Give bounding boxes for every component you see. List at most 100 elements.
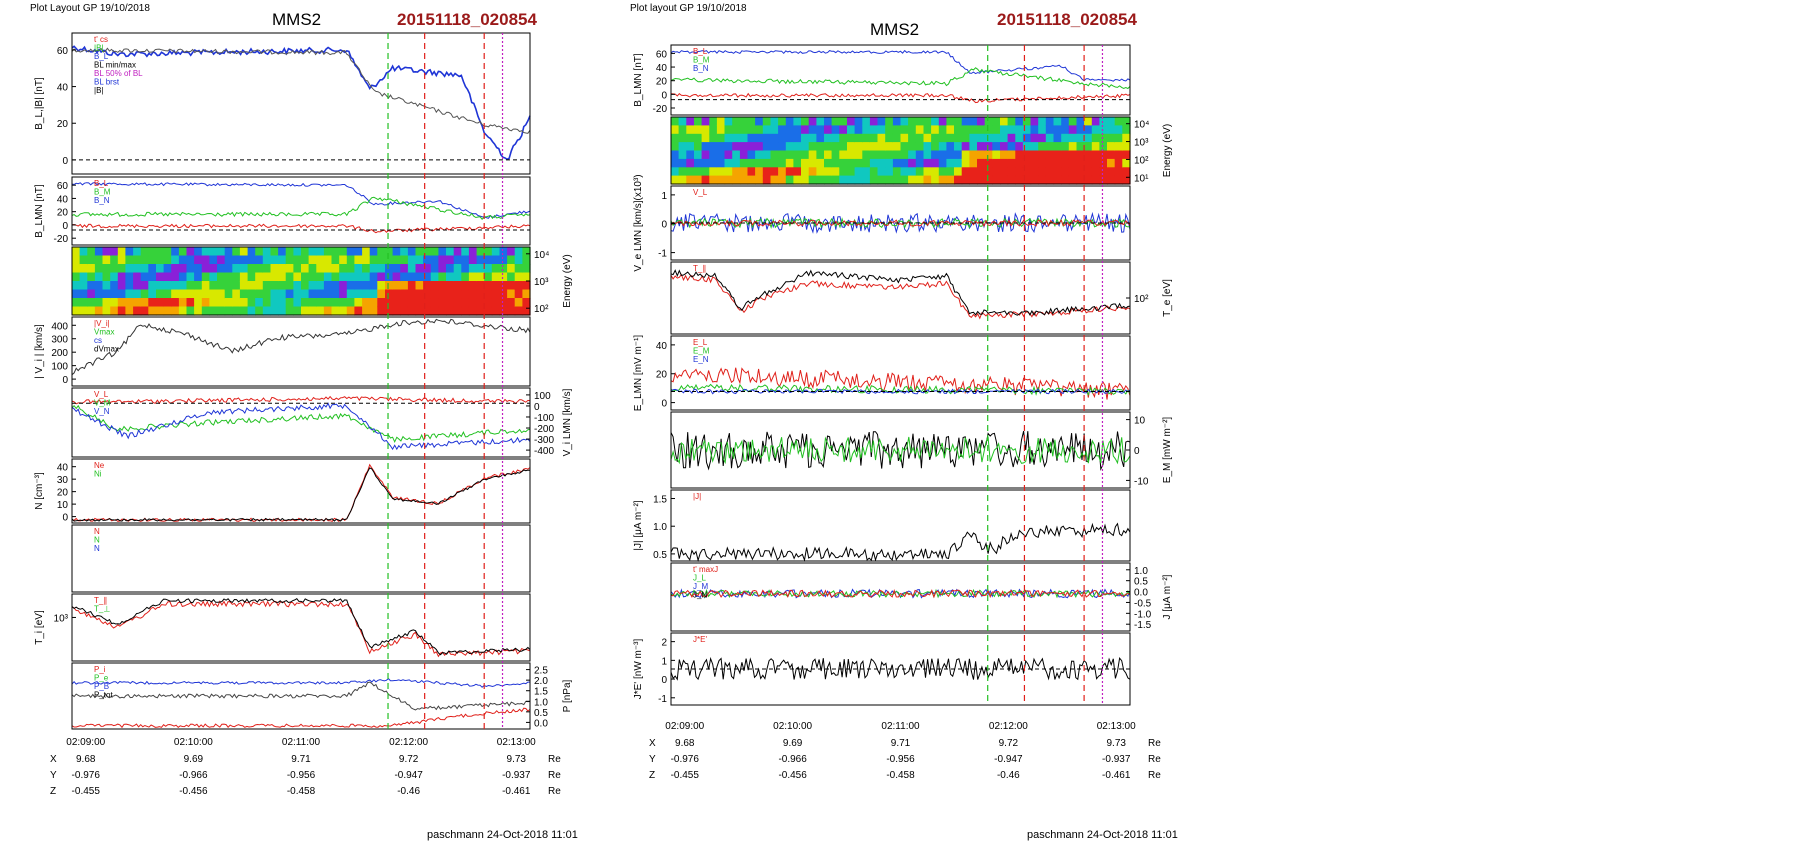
right-legend-6-0: |J| (693, 492, 701, 501)
spectrogram-cell (694, 158, 703, 168)
spectrogram-cell (1091, 117, 1101, 126)
spectrogram-cell (499, 306, 508, 316)
right-panel-6: 1.5 1.0 0.5 |J| [μA m⁻²] |J| (633, 489, 1131, 563)
spectrogram-cell (785, 158, 795, 168)
spectrogram-cell (438, 306, 447, 316)
spectrogram-cell (346, 247, 355, 257)
left-panel-frame-5 (71, 458, 531, 524)
spectrogram-cell (900, 142, 909, 152)
spectrogram-cell (1091, 142, 1101, 152)
spectrogram-cell (178, 281, 188, 291)
spectrogram-cell (499, 255, 508, 265)
spectrogram-cell (954, 117, 963, 126)
spectrogram-cell (385, 298, 394, 308)
spectrogram-cell (239, 306, 249, 316)
spectrogram-cell (178, 289, 188, 299)
right-tick-right: -10 (1134, 476, 1149, 487)
left-spacecraft-title: MMS2 (272, 10, 321, 29)
spectrogram-cell (716, 175, 726, 185)
right-pos-value: -0.458 (886, 770, 915, 781)
spectrogram-cell (892, 158, 902, 168)
right-tick-right: 10⁴ (1134, 120, 1149, 131)
spectrogram-cell (961, 175, 970, 185)
right-legend-0-0: B_L (693, 47, 708, 56)
spectrogram-cell (369, 281, 378, 291)
spectrogram-cell (446, 247, 455, 257)
spectrogram-cell (224, 281, 233, 291)
right-time-tick: 02:09:00 (665, 721, 704, 732)
spectrogram-cell (762, 175, 772, 185)
spectrogram-cell (671, 150, 680, 160)
spectrogram-cell (293, 298, 302, 308)
spectrogram-cell (209, 264, 218, 274)
spectrogram-cell (407, 272, 417, 282)
spectrogram-cell (938, 158, 948, 168)
spectrogram-cell (156, 298, 165, 308)
spectrogram-cell (140, 255, 149, 265)
spectrogram-cell (522, 289, 531, 299)
spectrogram-cell (407, 289, 417, 299)
spectrogram-cell (369, 255, 378, 265)
spectrogram-cell (1114, 175, 1123, 185)
right-panel-0: 60 40 20 0 -20 B_LMN [nT] B_LB_MB_N (633, 44, 1131, 116)
spectrogram-cell (724, 158, 733, 168)
left-ylabel-8: P [nPa] (562, 679, 573, 712)
left-series-8-2 (71, 707, 531, 729)
left-legend-4-2: V_N (94, 407, 110, 416)
right-tick-left: 40 (656, 63, 668, 74)
spectrogram-cell (908, 142, 917, 152)
spectrogram-cell (839, 133, 848, 143)
spectrogram-cell (468, 306, 478, 316)
spectrogram-cell (1076, 167, 1085, 177)
spectrogram-cell (499, 281, 508, 291)
left-tick-left: 40 (57, 194, 69, 205)
spectrogram-cell (923, 175, 932, 185)
right-pos-value: 9.72 (999, 738, 1019, 749)
spectrogram-cell (102, 272, 111, 282)
spectrogram-cell (79, 264, 88, 274)
spectrogram-cell (915, 167, 925, 177)
left-panel-7: 10³ T_i [eV] T_∥T_⊥ (34, 593, 531, 662)
spectrogram-cell (392, 281, 401, 291)
spectrogram-cell (285, 272, 294, 282)
spectrogram-cell (816, 142, 825, 152)
spectrogram-cell (446, 289, 455, 299)
spectrogram-cell (839, 158, 848, 168)
left-tick-left: 0 (62, 156, 68, 167)
spectrogram-cell (446, 264, 455, 274)
spectrogram-cell (938, 150, 948, 160)
spectrogram-cell (755, 175, 764, 185)
spectrogram-cell (915, 158, 925, 168)
spectrogram-cell (430, 247, 439, 257)
spectrogram-cell (354, 306, 363, 316)
spectrogram-cell (1015, 150, 1024, 160)
right-legend-4-0: E_L (693, 338, 708, 347)
spectrogram-cell (885, 158, 894, 168)
spectrogram-cell (992, 125, 1001, 135)
right-legend-4-1: E_M (693, 347, 710, 356)
spectrogram-cell (331, 255, 340, 265)
spectrogram-cell (301, 281, 310, 291)
right-pos-unit: Re (1148, 754, 1161, 765)
spectrogram-cell (732, 175, 741, 185)
right-legend-8-0: J*E' (693, 635, 707, 644)
spectrogram-cell (79, 306, 88, 316)
spectrogram-cell (1061, 117, 1070, 126)
left-legend-8-2: P_B (94, 682, 109, 691)
spectrogram-cell (1084, 117, 1093, 126)
spectrogram-cell (430, 298, 439, 308)
spectrogram-cell (686, 125, 695, 135)
spectrogram-cell (346, 281, 355, 291)
spectrogram-cell (885, 175, 894, 185)
spectrogram-cell (755, 125, 764, 135)
spectrogram-cell (808, 150, 817, 160)
spectrogram-cell (1107, 133, 1116, 143)
spectrogram-cell (72, 255, 81, 265)
spectrogram-cell (346, 306, 355, 316)
spectrogram-cell (133, 298, 142, 308)
spectrogram-cell (468, 264, 478, 274)
spectrogram-cell (1038, 150, 1047, 160)
spectrogram-cell (140, 281, 149, 291)
spectrogram-cell (923, 125, 932, 135)
right-tick-left: 0.5 (653, 550, 667, 561)
